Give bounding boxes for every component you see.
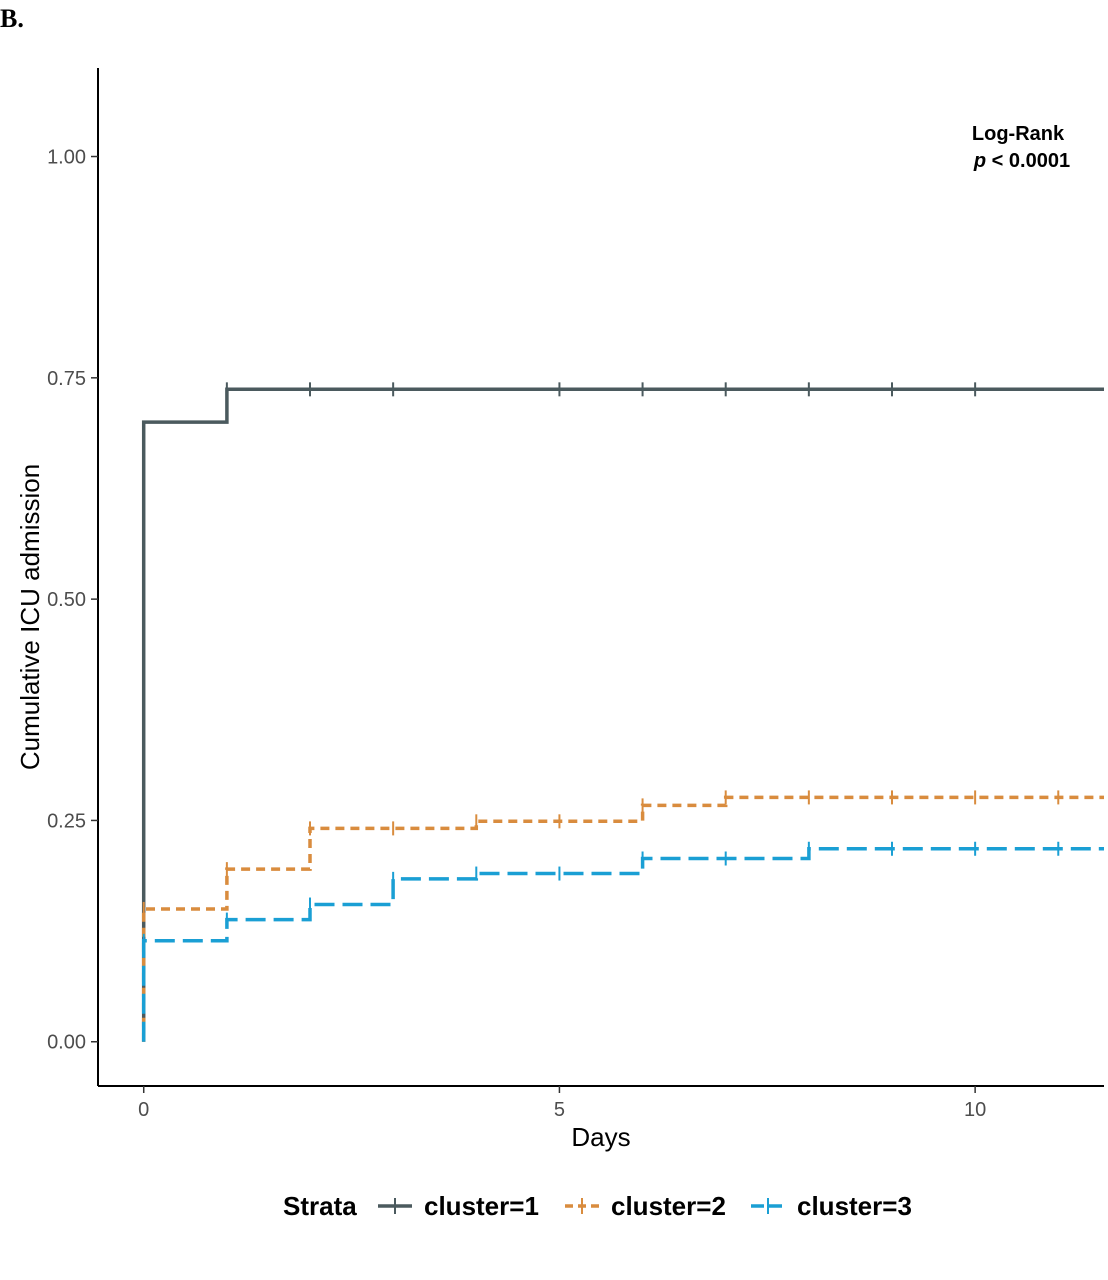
y-tick-label: 1.00 [47, 147, 86, 169]
legend-label: cluster=3 [797, 1191, 912, 1221]
legend-item-3: cluster=3 [751, 1191, 912, 1221]
x-axis-title: Days [571, 1122, 630, 1152]
log-rank-label: Log-Rank [972, 123, 1065, 145]
series-1 [141, 382, 1104, 1042]
x-tick-label: 0 [138, 1099, 149, 1121]
y-tick-label: 0.00 [47, 1032, 86, 1054]
legend: Strata cluster=1 cluster=2 cluster=3 [283, 1191, 912, 1221]
legend-label: cluster=2 [611, 1191, 726, 1221]
y-axis-title: Cumulative ICU admission [15, 464, 45, 770]
ticks: 0.00 0.25 0.50 0.75 1.00 0 5 10 [47, 147, 986, 1121]
y-tick-label: 0.25 [47, 810, 86, 832]
y-tick-label: 0.50 [47, 589, 86, 611]
series-line [141, 387, 1104, 1042]
series-line [141, 795, 1104, 1042]
series-line [141, 847, 1104, 1042]
y-tick-label: 0.75 [47, 368, 86, 390]
x-tick-label: 10 [964, 1099, 986, 1121]
legend-title: Strata [283, 1191, 357, 1221]
panel-label: B. [0, 4, 24, 33]
series-2 [141, 790, 1104, 1042]
p-value: < 0.0001 [986, 150, 1070, 172]
p-value-label: p < 0.0001 [973, 150, 1070, 172]
plot-area [141, 382, 1104, 1042]
axes [97, 68, 1104, 1087]
log-rank-annotation: Log-Rank p < 0.0001 [972, 123, 1070, 172]
legend-item-2: cluster=2 [565, 1191, 726, 1221]
x-tick-label: 5 [554, 1099, 565, 1121]
series-3 [141, 841, 1104, 1042]
legend-label: cluster=1 [424, 1191, 539, 1221]
legend-item-1: cluster=1 [378, 1191, 539, 1221]
p-symbol: p [973, 150, 986, 172]
